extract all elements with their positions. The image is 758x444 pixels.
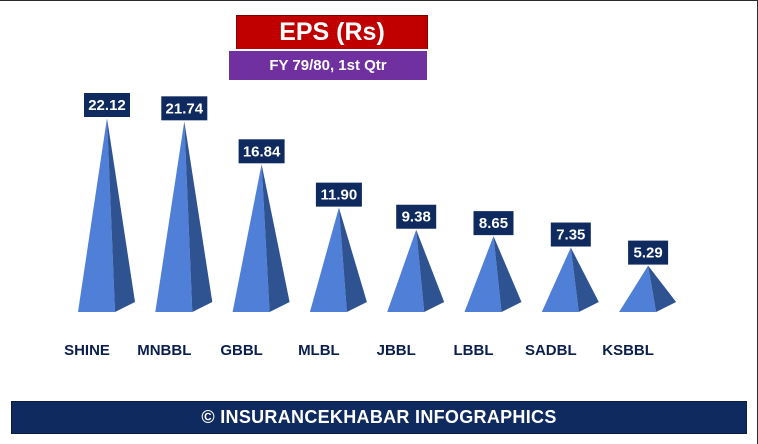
value-label-box bbox=[396, 204, 437, 229]
pyramid-face-dark bbox=[570, 247, 599, 312]
value-label: 21.74 bbox=[166, 100, 204, 117]
pyramid-sadbl: 7.35 SADBL bbox=[525, 222, 599, 359]
category-label: MLBL bbox=[298, 342, 340, 359]
value-label: 22.12 bbox=[88, 97, 126, 114]
value-label: 11.90 bbox=[321, 187, 358, 204]
value-label-box bbox=[628, 240, 669, 265]
pyramid-face-light bbox=[155, 121, 193, 312]
value-label: 7.35 bbox=[556, 227, 585, 244]
value-label-box bbox=[550, 222, 591, 247]
pyramid-lbbl: 8.65 LBBL bbox=[454, 211, 522, 359]
pyramid-face-light bbox=[619, 265, 657, 312]
value-label: 5.29 bbox=[633, 245, 662, 262]
pyramid-face-dark bbox=[493, 236, 522, 312]
pyramid-face-dark bbox=[648, 265, 677, 312]
pyramid-face-dark bbox=[338, 207, 367, 312]
pyramid-face-light bbox=[464, 236, 502, 312]
pyramid-face-light bbox=[309, 207, 347, 312]
pyramid-mlbl: 11.90 MLBL bbox=[298, 182, 367, 359]
category-label: JBBL bbox=[377, 342, 416, 359]
pyramid-ksbbl: 5.29 KSBBL bbox=[602, 240, 677, 359]
value-label-box bbox=[238, 139, 285, 164]
pyramid-face-dark bbox=[184, 121, 213, 312]
chart-subtitle: FY 79/80, 1st Qtr bbox=[229, 51, 427, 80]
pyramid-face-light bbox=[387, 229, 425, 312]
category-label: SHINE bbox=[64, 342, 110, 359]
pyramid-shine: 22.12 SHINE bbox=[64, 93, 135, 359]
pyramid-chart: 22.12 SHINE 21.74 MNBBL 16.84 GBBL 11.90 MLBL 9.… bbox=[64, 93, 677, 359]
value-label-box bbox=[84, 93, 130, 117]
category-label: SADBL bbox=[525, 342, 577, 359]
pyramid-face-dark bbox=[416, 229, 445, 312]
pyramid-face-light bbox=[541, 247, 579, 312]
frame-top-border bbox=[0, 0, 758, 1]
value-label-box bbox=[161, 96, 208, 121]
pyramid-face-light bbox=[78, 118, 115, 312]
pyramid-face-dark bbox=[107, 118, 135, 312]
pyramid-jbbl: 9.38 JBBL bbox=[377, 204, 445, 359]
value-label-box bbox=[473, 211, 514, 236]
category-label: MNBBL bbox=[137, 342, 191, 359]
pyramid-gbbl: 16.84 GBBL bbox=[220, 139, 290, 359]
footer-credit: © INSURANCEKHABAR INFOGRAPHICS bbox=[11, 401, 747, 434]
value-label-box bbox=[315, 182, 362, 207]
category-label: GBBL bbox=[220, 342, 263, 359]
pyramid-face-light bbox=[232, 164, 270, 312]
pyramid-face-dark bbox=[261, 164, 290, 312]
category-label: LBBL bbox=[454, 342, 494, 359]
value-label: 9.38 bbox=[402, 209, 431, 226]
chart-title: EPS (Rs) bbox=[236, 15, 428, 49]
pyramid-mnbbl: 21.74 MNBBL bbox=[137, 96, 213, 359]
value-label: 8.65 bbox=[479, 215, 508, 232]
value-label: 16.84 bbox=[243, 143, 281, 160]
category-label: KSBBL bbox=[602, 342, 654, 359]
